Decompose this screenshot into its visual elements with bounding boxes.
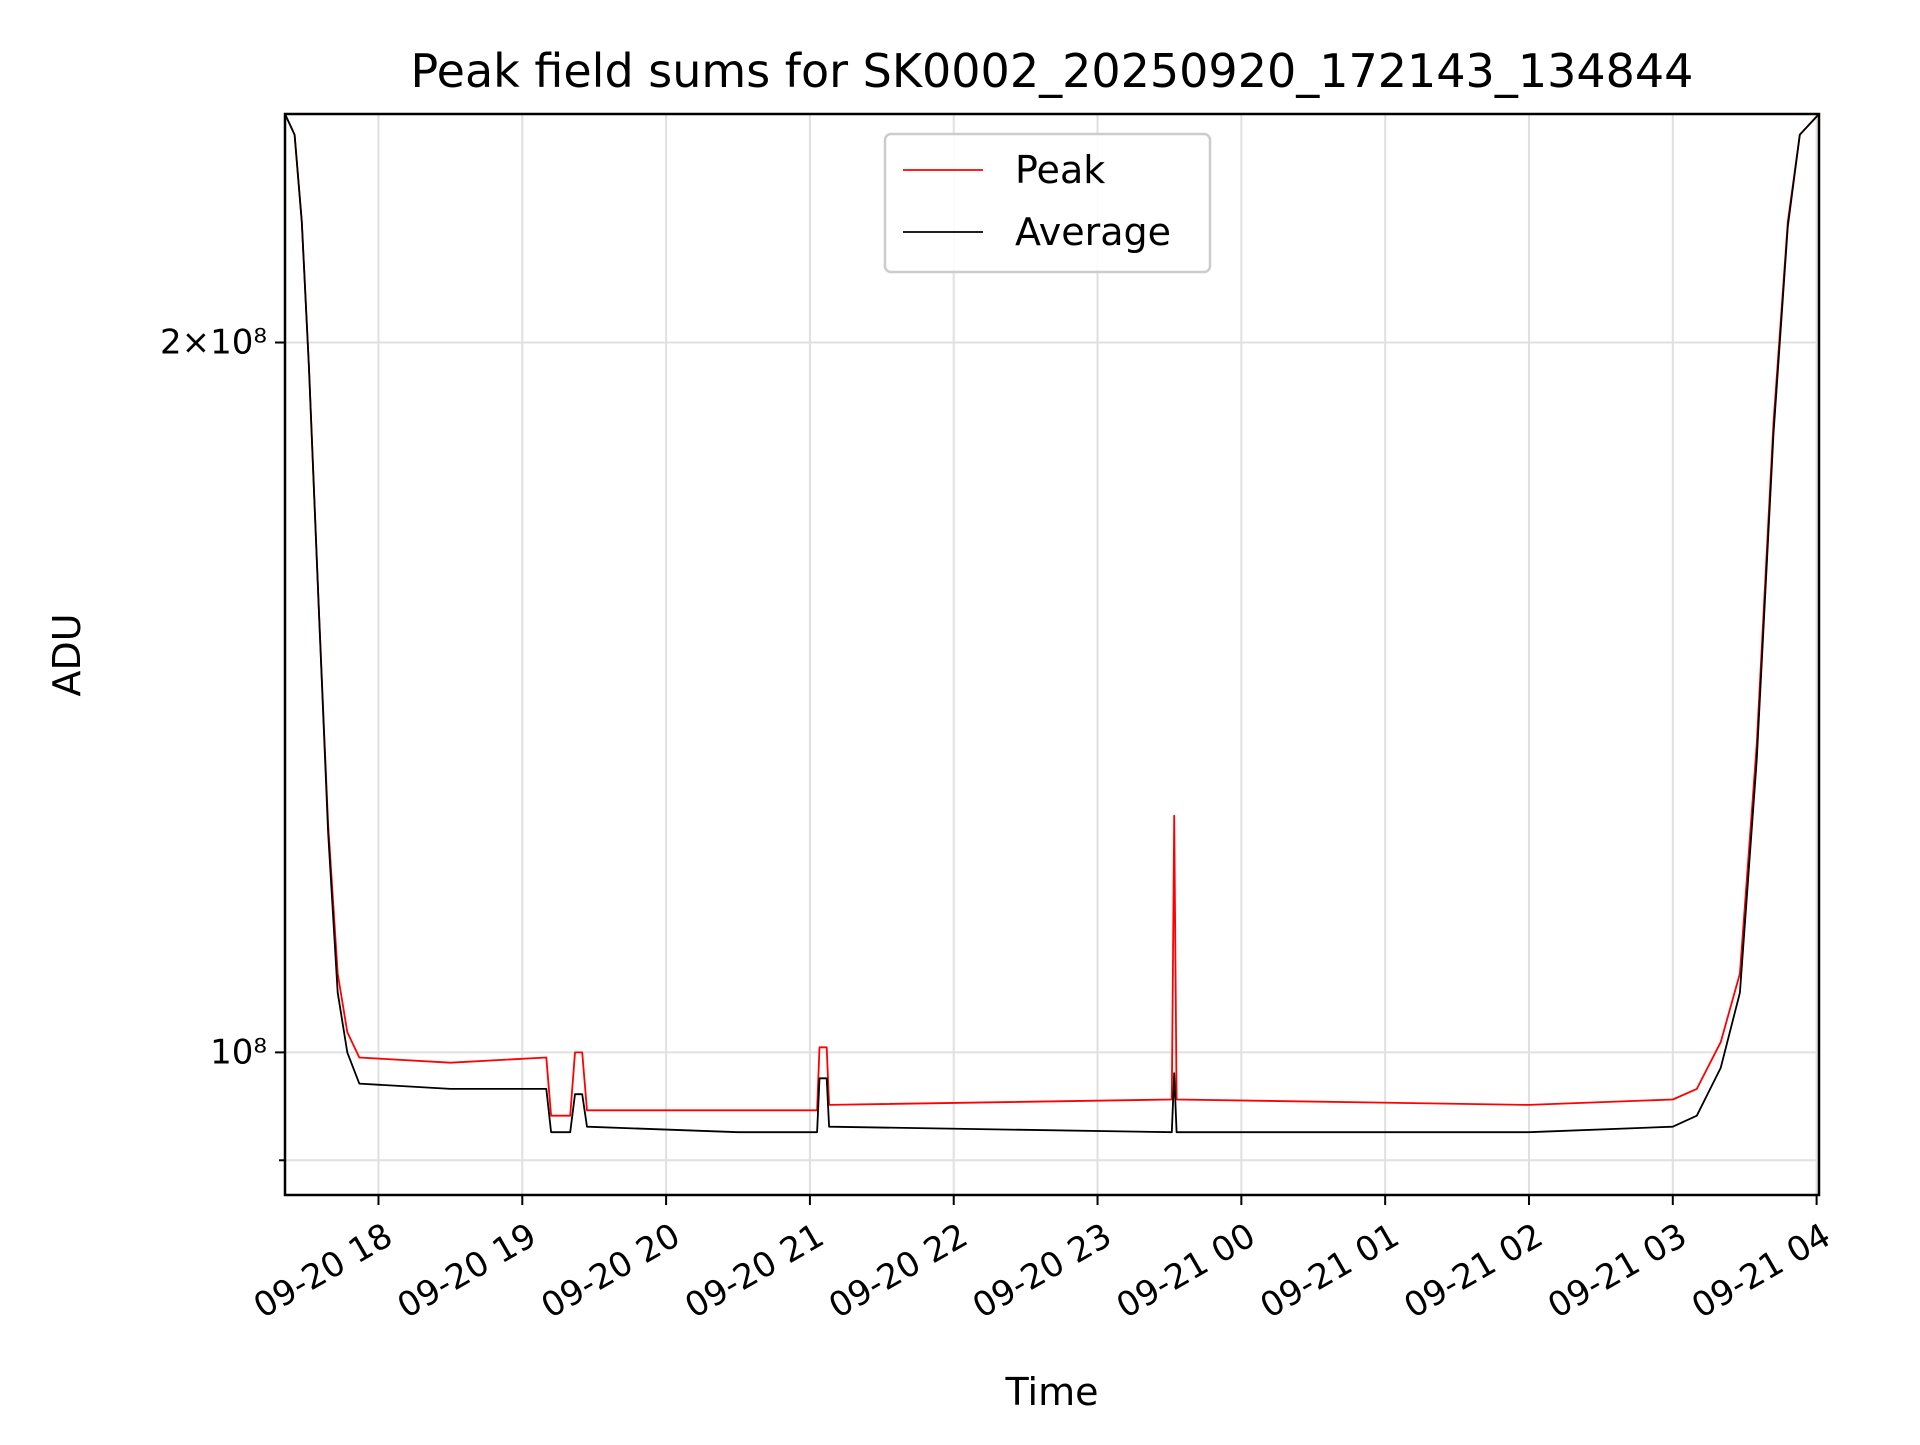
plot-lines — [284, 113, 1820, 1134]
grid — [285, 114, 1819, 1195]
x-axis-label: Time — [1005, 1370, 1099, 1414]
y-tick-label: 2×10⁸ — [160, 323, 267, 363]
chart-title: Peak field sums for SK0002_20250920_1721… — [411, 44, 1694, 98]
legend-label-average: Average — [1015, 210, 1171, 254]
y-tick-label: 10⁸ — [210, 1032, 267, 1072]
plot-frame — [283, 112, 1821, 1197]
legend: Peak Average — [883, 132, 1212, 274]
legend-label-peak: Peak — [1015, 148, 1105, 192]
series-line-average — [284, 113, 1820, 1134]
y-axis-label: ADU — [45, 613, 89, 696]
legend-box — [883, 132, 1212, 274]
